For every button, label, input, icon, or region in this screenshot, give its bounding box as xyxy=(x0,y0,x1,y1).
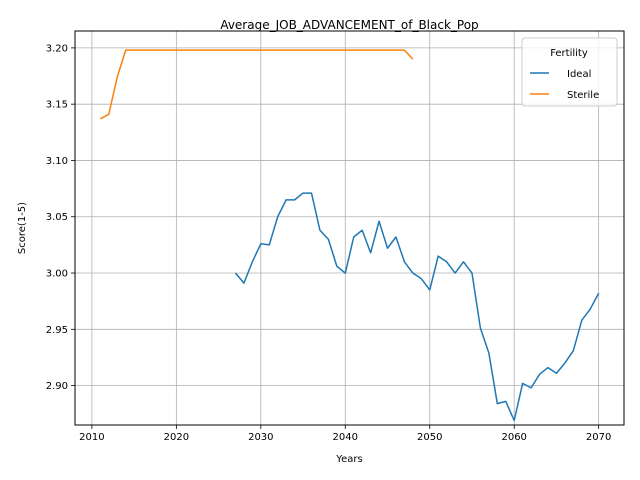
series-line-sterile xyxy=(99,49,414,120)
x-tick-label: 2060 xyxy=(501,432,526,443)
series-line-ideal xyxy=(234,192,600,422)
y-axis-ticks: 2.90 2.95 3.00 3.05 3.10 3.15 3.20 xyxy=(46,43,75,392)
y-tick-label: 2.95 xyxy=(46,325,68,336)
x-axis-label: Years xyxy=(335,454,362,465)
x-tick-label: 2070 xyxy=(586,432,611,443)
y-tick-label: 3.15 xyxy=(46,100,68,111)
x-axis-ticks: 2010 2020 2030 2040 2050 2060 2070 xyxy=(79,425,611,443)
legend-label-ideal: Ideal xyxy=(567,69,591,80)
x-tick-label: 2050 xyxy=(417,432,442,443)
legend-title: Fertility xyxy=(550,48,588,59)
x-tick-label: 2030 xyxy=(248,432,273,443)
legend: Fertility Ideal Sterile xyxy=(521,37,618,107)
y-tick-label: 3.20 xyxy=(46,43,68,54)
series-lines xyxy=(99,49,600,422)
y-tick-label: 3.05 xyxy=(46,212,68,223)
y-tick-label: 3.10 xyxy=(46,156,68,167)
y-axis-label: Score(1-5) xyxy=(17,202,28,254)
plot-frame xyxy=(74,30,625,426)
chart-title: Average_JOB_ADVANCEMENT_of_Black_Pop xyxy=(220,18,478,32)
x-tick-label: 2020 xyxy=(164,432,189,443)
x-tick-label: 2010 xyxy=(79,432,104,443)
y-tick-label: 2.90 xyxy=(46,381,68,392)
legend-box xyxy=(521,37,618,107)
legend-label-sterile: Sterile xyxy=(567,90,599,101)
x-tick-label: 2040 xyxy=(333,432,358,443)
y-tick-label: 3.00 xyxy=(46,269,68,280)
